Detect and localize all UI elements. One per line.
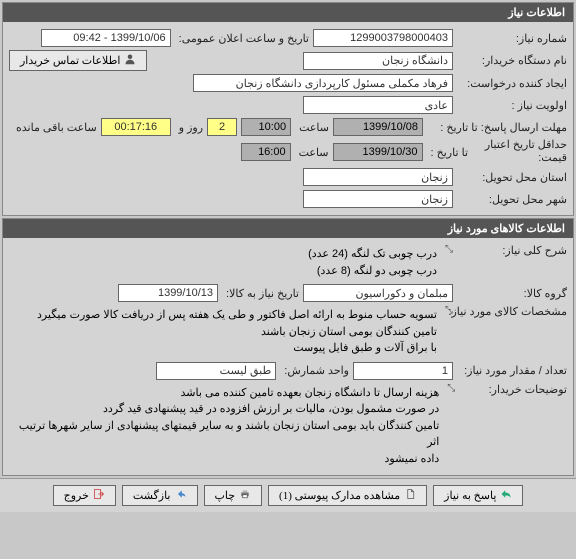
countdown-field: 00:17:16 bbox=[101, 118, 171, 136]
need-number-label: شماره نیاز: bbox=[457, 32, 567, 45]
province-field: زنجان bbox=[303, 168, 453, 186]
back-label: بازگشت bbox=[133, 489, 171, 502]
panel2-title: اطلاعات کالاهای مورد نیاز bbox=[3, 219, 573, 238]
priority-field: عادی bbox=[303, 96, 453, 114]
exit-icon bbox=[93, 488, 105, 503]
deadline-date-field: 1399/10/08 bbox=[333, 118, 423, 136]
panel1-title: اطلاعات نیاز bbox=[3, 3, 573, 22]
min-credit-label: حداقل تاریخ اعتبار قیمت: bbox=[472, 139, 567, 165]
need-date-label: تاریخ نیاز به کالا: bbox=[222, 287, 299, 300]
buyer-contact-label: اطلاعات تماس خریدار bbox=[20, 54, 120, 67]
user-icon bbox=[124, 53, 136, 68]
buyer-notes-label: توضیحات خریدار: bbox=[459, 383, 567, 396]
general-desc-field: درب چوبی تک لنگه (24 عدد) درب چوبی دو لن… bbox=[304, 244, 441, 281]
credit-time-field: 16:00 bbox=[241, 143, 291, 161]
print-icon bbox=[239, 488, 251, 503]
qty-field: 1 bbox=[353, 362, 453, 380]
deadline-time-label: ساعت bbox=[295, 121, 329, 134]
reply-button[interactable]: پاسخ به نیاز bbox=[433, 485, 523, 506]
days-remain-field: 2 bbox=[207, 118, 237, 136]
attachment-icon bbox=[404, 488, 416, 503]
buyer-org-label: نام دستگاه خریدار: bbox=[457, 54, 567, 67]
back-icon bbox=[175, 488, 187, 503]
print-label: چاپ bbox=[215, 489, 236, 502]
city-field: زنجان bbox=[303, 190, 453, 208]
priority-label: اولویت نیاز : bbox=[457, 99, 567, 112]
action-bar: پاسخ به نیاز مشاهده مدارک پیوستی (1) چاپ… bbox=[0, 478, 576, 512]
countdown-label: ساعت باقی مانده bbox=[12, 121, 97, 134]
goods-info-panel: اطلاعات کالاهای مورد نیاز شرح کلی نیاز: … bbox=[2, 218, 574, 476]
requester-field: فرهاد مکملی مسئول کارپردازی دانشگاه زنجا… bbox=[193, 74, 453, 92]
qty-label: تعداد / مقدار مورد نیاز: bbox=[457, 364, 567, 377]
need-date-field: 1399/10/13 bbox=[118, 284, 218, 302]
panel2-body: شرح کلی نیاز: ⤡ درب چوبی تک لنگه (24 عدد… bbox=[3, 238, 573, 475]
unit-field: طبق لیست bbox=[156, 362, 276, 380]
exit-label: خروج bbox=[64, 489, 89, 502]
goods-group-field: مبلمان و دکوراسیون bbox=[303, 284, 453, 302]
exit-button[interactable]: خروج bbox=[53, 485, 116, 506]
unit-label: واحد شمارش: bbox=[280, 364, 349, 377]
attachments-button[interactable]: مشاهده مدارک پیوستی (1) bbox=[268, 485, 427, 506]
buyer-notes-field: هزینه ارسال تا دانشگاه زنجان بعهده تامین… bbox=[9, 383, 443, 470]
deadline-label: مهلت ارسال پاسخ: تا تاریخ : bbox=[427, 121, 567, 134]
min-credit-to-label: تا تاریخ : bbox=[427, 146, 468, 159]
back-button[interactable]: بازگشت bbox=[122, 485, 198, 506]
credit-time-label: ساعت bbox=[295, 146, 329, 159]
general-desc-label: شرح کلی نیاز: bbox=[457, 244, 567, 257]
spec-field: تسویه حساب منوط به ارائه اصل فاکتور و طی… bbox=[33, 305, 441, 359]
buyer-org-field: دانشگاه زنجان bbox=[303, 52, 453, 70]
need-info-panel: اطلاعات نیاز شماره نیاز: 129900379800040… bbox=[2, 2, 574, 216]
announce-label: تاریخ و ساعت اعلان عمومی: bbox=[175, 32, 309, 45]
resize-icon-2[interactable]: ⤡ bbox=[445, 305, 453, 316]
province-label: استان محل تحویل: bbox=[457, 171, 567, 184]
goods-group-label: گروه کالا: bbox=[457, 287, 567, 300]
deadline-time-field: 10:00 bbox=[241, 118, 291, 136]
city-label: شهر محل تحویل: bbox=[457, 193, 567, 206]
days-remain-label: روز و bbox=[175, 121, 203, 134]
reply-icon bbox=[500, 488, 512, 503]
need-number-field: 1299003798000403 bbox=[313, 29, 453, 47]
attachments-label: مشاهده مدارک پیوستی (1) bbox=[279, 489, 400, 502]
reply-label: پاسخ به نیاز bbox=[444, 489, 496, 502]
announce-field: 1399/10/06 - 09:42 bbox=[41, 29, 171, 47]
spec-label: مشخصات کالای مورد نیاز: bbox=[457, 305, 567, 318]
requester-label: ایجاد کننده درخواست: bbox=[457, 77, 567, 90]
print-button[interactable]: چاپ bbox=[204, 485, 263, 506]
credit-date-field: 1399/10/30 bbox=[333, 143, 423, 161]
resize-icon-3[interactable]: ⤡ bbox=[447, 383, 455, 394]
panel1-body: شماره نیاز: 1299003798000403 تاریخ و ساع… bbox=[3, 22, 573, 215]
resize-icon[interactable]: ⤡ bbox=[445, 244, 453, 255]
buyer-contact-button[interactable]: اطلاعات تماس خریدار bbox=[9, 50, 147, 71]
